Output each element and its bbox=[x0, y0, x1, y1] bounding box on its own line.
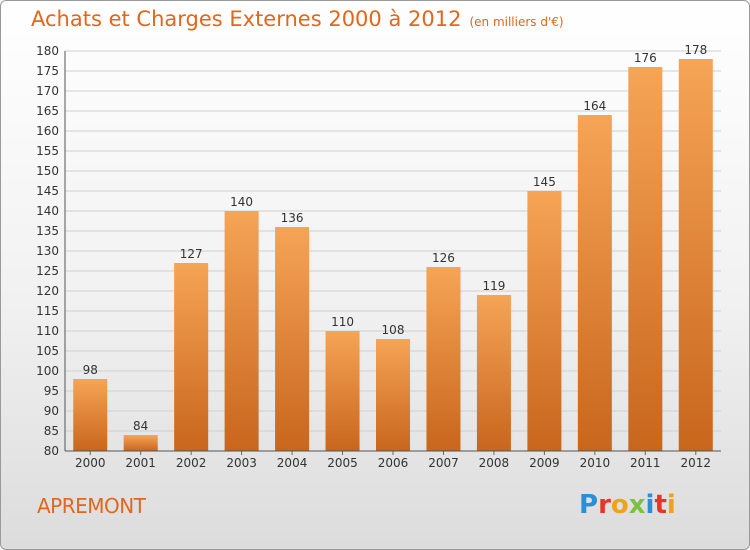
bar bbox=[224, 211, 259, 451]
bar-value-label: 140 bbox=[230, 195, 253, 209]
y-tick-label: 175 bbox=[36, 64, 59, 78]
bar bbox=[527, 191, 562, 451]
chart-title: Achats et Charges Externes 2000 à 2012 (e… bbox=[31, 7, 564, 31]
x-tick-label: 2003 bbox=[226, 456, 257, 470]
logo-letter: o bbox=[610, 490, 629, 520]
bar-value-label: 126 bbox=[432, 251, 455, 265]
bar bbox=[577, 115, 612, 451]
y-tick-label: 95 bbox=[44, 384, 59, 398]
bar bbox=[476, 295, 511, 451]
bar-value-label: 178 bbox=[684, 43, 707, 57]
bar bbox=[678, 59, 713, 451]
y-tick-label: 160 bbox=[36, 124, 59, 138]
bar bbox=[376, 339, 410, 451]
bar-value-label: 136 bbox=[281, 211, 304, 225]
y-tick-label: 80 bbox=[44, 444, 59, 458]
x-tick-label: 2004 bbox=[277, 456, 308, 470]
y-tick-label: 155 bbox=[36, 144, 59, 158]
y-tick-label: 90 bbox=[44, 404, 59, 418]
bar-value-label: 98 bbox=[83, 363, 98, 377]
bar bbox=[73, 379, 108, 451]
chart-title-text: Achats et Charges Externes 2000 à 2012 bbox=[31, 7, 462, 31]
x-tick-label: 2012 bbox=[680, 456, 711, 470]
bar bbox=[123, 435, 158, 451]
bar-value-label: 127 bbox=[180, 247, 203, 261]
y-tick-label: 105 bbox=[36, 344, 59, 358]
y-tick-label: 130 bbox=[36, 244, 59, 258]
y-tick-label: 120 bbox=[36, 284, 59, 298]
x-tick-label: 2006 bbox=[378, 456, 409, 470]
y-tick-label: 140 bbox=[36, 204, 59, 218]
bar-value-label: 119 bbox=[482, 279, 505, 293]
logo-letter: x bbox=[628, 490, 646, 520]
y-tick-label: 85 bbox=[44, 424, 59, 438]
bar-value-label: 108 bbox=[382, 323, 405, 337]
y-tick-label: 100 bbox=[36, 364, 59, 378]
x-tick-label: 2000 bbox=[75, 456, 106, 470]
y-tick-label: 165 bbox=[36, 104, 59, 118]
y-axis-ticks: 80 85 90 95 100 105 110 115 120 125 130 135 140 145 15… bbox=[36, 44, 59, 458]
bar bbox=[174, 263, 209, 451]
y-tick-label: 150 bbox=[36, 164, 59, 178]
x-tick-label: 2002 bbox=[176, 456, 207, 470]
bar-value-label: 164 bbox=[583, 99, 606, 113]
bar bbox=[628, 67, 663, 451]
bar-value-label: 176 bbox=[634, 51, 657, 65]
bar bbox=[426, 267, 461, 451]
y-tick-label: 115 bbox=[36, 304, 59, 318]
y-tick-label: 125 bbox=[36, 264, 59, 278]
y-tick-label: 145 bbox=[36, 184, 59, 198]
logo-letter: P bbox=[579, 490, 599, 520]
x-tick-label: 2010 bbox=[580, 456, 611, 470]
x-tick-label: 2011 bbox=[630, 456, 661, 470]
x-axis-ticks: 2000 2001 2002 2003 2004 2005 2006 2007 2008 2009… bbox=[75, 451, 711, 470]
logo-letter: r bbox=[598, 490, 611, 520]
x-tick-label: 2005 bbox=[327, 456, 358, 470]
y-tick-label: 170 bbox=[36, 84, 59, 98]
y-tick-label: 180 bbox=[36, 44, 59, 58]
bar-value-label: 145 bbox=[533, 175, 556, 189]
chart-subtitle: (en milliers d'€) bbox=[469, 15, 564, 29]
x-tick-label: 2009 bbox=[529, 456, 560, 470]
y-tick-label: 135 bbox=[36, 224, 59, 238]
proxiti-logo[interactable]: Proxiti bbox=[579, 490, 676, 520]
bar bbox=[275, 227, 310, 451]
logo-letter: t bbox=[654, 490, 667, 520]
x-tick-label: 2001 bbox=[125, 456, 156, 470]
axis-lines bbox=[64, 51, 721, 452]
logo-letter: i bbox=[666, 490, 676, 520]
x-tick-label: 2008 bbox=[479, 456, 510, 470]
bar-value-label: 84 bbox=[133, 419, 148, 433]
bar bbox=[325, 331, 360, 451]
x-tick-label: 2007 bbox=[428, 456, 459, 470]
y-tick-label: 110 bbox=[36, 324, 59, 338]
city-name: APREMONT bbox=[37, 494, 146, 518]
bars: 98 84 127 140 136 110 108 126 119 145 164 176 178 bbox=[73, 43, 716, 451]
logo-letter: i bbox=[645, 490, 655, 520]
bar-value-label: 110 bbox=[331, 315, 354, 329]
